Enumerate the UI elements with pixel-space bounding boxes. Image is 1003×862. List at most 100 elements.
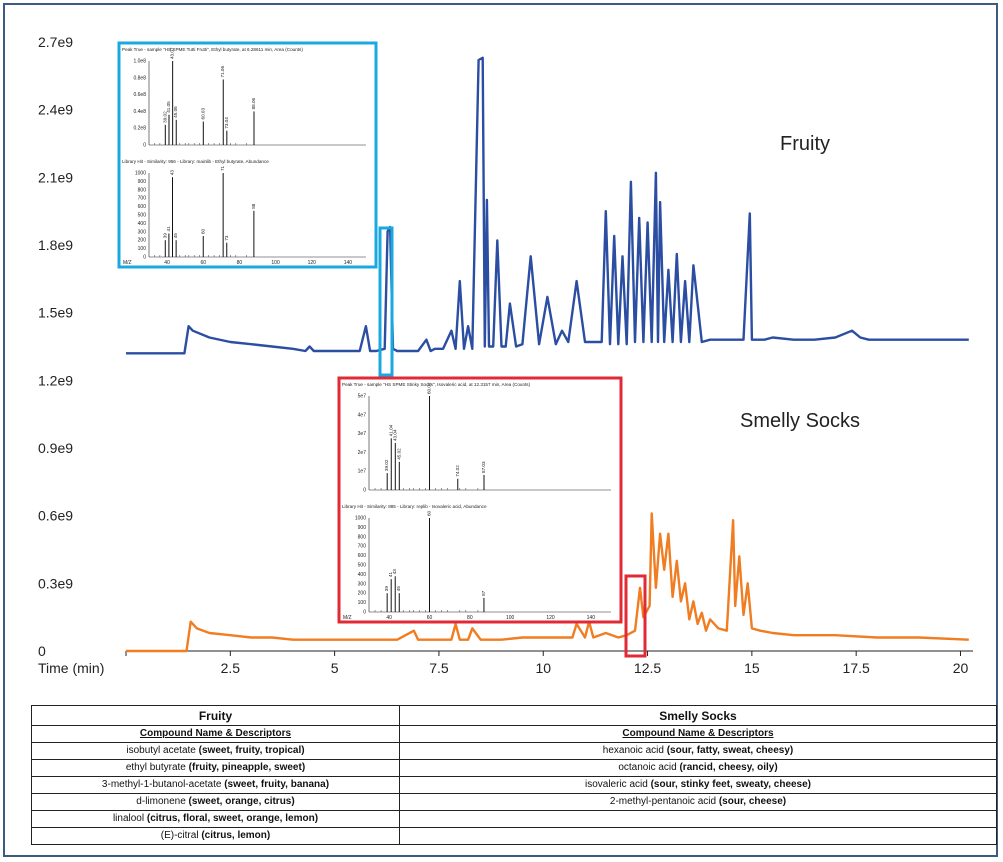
inset-peak-label: 60 <box>427 510 432 516</box>
socks-compound-cell <box>399 810 997 828</box>
inset-y-tick: 1.0e8 <box>133 59 146 65</box>
mass-spectrum-inset-2: Peak True - sample "HS SPME Stinky Socks… <box>337 376 623 624</box>
inset-y-tick: 0 <box>363 488 366 494</box>
inset-y-tick: 1e7 <box>358 469 367 475</box>
inset-x-tick: 60 <box>200 260 206 266</box>
inset-x-tick: 40 <box>386 615 392 621</box>
socks-compound-cell: octanoic acid (rancid, cheesy, oily) <box>399 759 997 777</box>
table-row: isobutyl acetate (sweet, fruity, tropica… <box>31 742 997 760</box>
y-tick-label: 2.4e9 <box>38 102 73 118</box>
inset-peak-label: 71 <box>220 165 225 171</box>
inset-y-tick: 800 <box>358 534 367 540</box>
inset-peak-label: 39.02 <box>162 111 167 123</box>
table-row: (E)-citral (citrus, lemon) <box>31 827 997 845</box>
inset-peak-label: 41.05 <box>166 101 171 113</box>
fruity-compound-cell: ethyl butyrate (fruity, pineapple, sweet… <box>31 759 400 777</box>
inset-y-tick: 400 <box>138 221 147 227</box>
x-tick-label: 20 <box>953 660 969 676</box>
inset-y-tick: 700 <box>138 196 147 202</box>
annotation-smelly-socks: Smelly Socks <box>740 410 860 432</box>
table-row: linalool (citrus, floral, sweet, orange,… <box>31 810 997 828</box>
inset-x-tick: 120 <box>546 615 555 621</box>
inset-y-tick: 100 <box>358 600 367 606</box>
compound-table: Fruity Smelly Socks Compound Name & Desc… <box>31 705 997 845</box>
compound-descriptors: (sour, cheese) <box>716 796 787 807</box>
inset-peak-label: 60.01 <box>427 382 432 394</box>
x-tick-label: 12.5 <box>634 660 661 676</box>
inset-y-tick: 300 <box>138 229 147 235</box>
socks-compound-cell: isovaleric acid (sour, stinky feet, swea… <box>399 776 997 794</box>
table-row: 3-methyl-1-butanol-acetate (sweet, fruit… <box>31 776 997 794</box>
inset-peak-label: 45 <box>173 233 178 239</box>
inset-peak-label: 41.04 <box>388 424 393 436</box>
inset-peak-label: 43.07 <box>170 47 175 59</box>
fruity-compound-cell: (E)-citral (citrus, lemon) <box>31 827 400 845</box>
compound-descriptors: (fruity, pineapple, sweet) <box>185 762 306 773</box>
socks-peak-highlight <box>624 574 647 658</box>
inset-library-title: Library Hit - Similarity: 956 - Library:… <box>122 159 269 164</box>
inset-y-tick: 600 <box>358 553 367 559</box>
inset-y-tick: 100 <box>138 246 147 252</box>
inset-x-tick: 60 <box>427 615 433 621</box>
inset-peak-label: 73 <box>224 235 229 241</box>
y-tick-label: 1.8e9 <box>38 237 73 253</box>
compound-descriptors: (sour, fatty, sweat, cheesy) <box>663 745 794 756</box>
table-header-row: Fruity Smelly Socks <box>31 705 997 726</box>
inset-y-tick: 200 <box>358 591 367 597</box>
socks-compound-cell <box>399 827 997 845</box>
inset-y-tick: 3e7 <box>358 431 367 437</box>
inset-y-tick: 0.8e8 <box>133 75 146 81</box>
x-tick-label: 10 <box>535 660 551 676</box>
compound-name: octanoic acid <box>618 762 677 773</box>
fruity-compound-cell: isobutyl acetate (sweet, fruity, tropica… <box>31 742 400 760</box>
fruity-header: Fruity <box>31 705 400 726</box>
y-tick-label: 1.2e9 <box>38 372 73 388</box>
compound-descriptors: (sweet, orange, citrus) <box>185 796 295 807</box>
fruity-subheader: Compound Name & Descriptors <box>31 725 400 743</box>
inset-library-title: Library Hit - Similarity: 885 - Library:… <box>342 504 487 509</box>
inset-x-tick: 80 <box>237 260 243 266</box>
inset-border <box>337 376 623 624</box>
y-tick-label: 1.5e9 <box>38 305 73 321</box>
inset-peak-label: 43 <box>392 569 397 575</box>
compound-descriptors: (citrus, lemon) <box>198 830 271 841</box>
y-tick-label: 0.3e9 <box>38 575 73 591</box>
y-tick-label: 0 <box>38 643 46 659</box>
inset-peak-label: 41 <box>388 572 393 578</box>
socks-header: Smelly Socks <box>399 705 997 726</box>
compound-name: ethyl butyrate <box>125 762 186 773</box>
inset-sample-title: Peak True - sample "HS SPME Stinky Socks… <box>342 382 531 387</box>
inset-y-tick: 600 <box>138 204 147 210</box>
table-row: ethyl butyrate (fruity, pineapple, sweet… <box>31 759 997 777</box>
figure-frame <box>3 3 998 857</box>
inset-peak-label: 45 <box>396 586 401 592</box>
inset-y-tick: 5e7 <box>358 394 367 400</box>
fruity-compound-cell: linalool (citrus, floral, sweet, orange,… <box>31 810 400 828</box>
inset-peak-label: 45.02 <box>396 448 401 460</box>
fruity-compound-cell: d-limonene (sweet, orange, citrus) <box>31 793 400 811</box>
inset-y-tick: 0.4e8 <box>133 109 146 115</box>
inset-border <box>117 41 378 269</box>
inset-y-tick: 0 <box>143 255 146 261</box>
inset-peak-label: 43.04 <box>392 429 397 441</box>
inset-peak-label: 74.02 <box>455 465 460 477</box>
inset-y-tick: 1000 <box>355 516 366 522</box>
inset-y-tick: 0.2e8 <box>133 126 146 132</box>
x-tick-label: 7.5 <box>429 660 449 676</box>
table-row: d-limonene (sweet, orange, citrus) 2-meth… <box>31 793 997 811</box>
annotation-fruity: Fruity <box>780 133 830 155</box>
inset-peak-label: 88 <box>251 203 256 209</box>
inset-peak-label: 39.02 <box>384 459 389 471</box>
inset-y-tick: 900 <box>358 525 367 531</box>
y-tick-label: 0.6e9 <box>38 508 73 524</box>
fruity-peak-highlight <box>378 226 394 377</box>
compound-name: (E)-citral <box>160 830 199 841</box>
table-subheader-row: Compound Name & Descriptors Compound Nam… <box>31 725 997 743</box>
inset-peak-label: 60.03 <box>200 108 205 120</box>
inset-x-tick: 100 <box>271 260 280 266</box>
inset-x-tick: 80 <box>467 615 473 621</box>
compound-name: 3-methyl-1-butanol-acetate <box>101 779 222 790</box>
y-tick-label: 2.7e9 <box>38 34 73 50</box>
